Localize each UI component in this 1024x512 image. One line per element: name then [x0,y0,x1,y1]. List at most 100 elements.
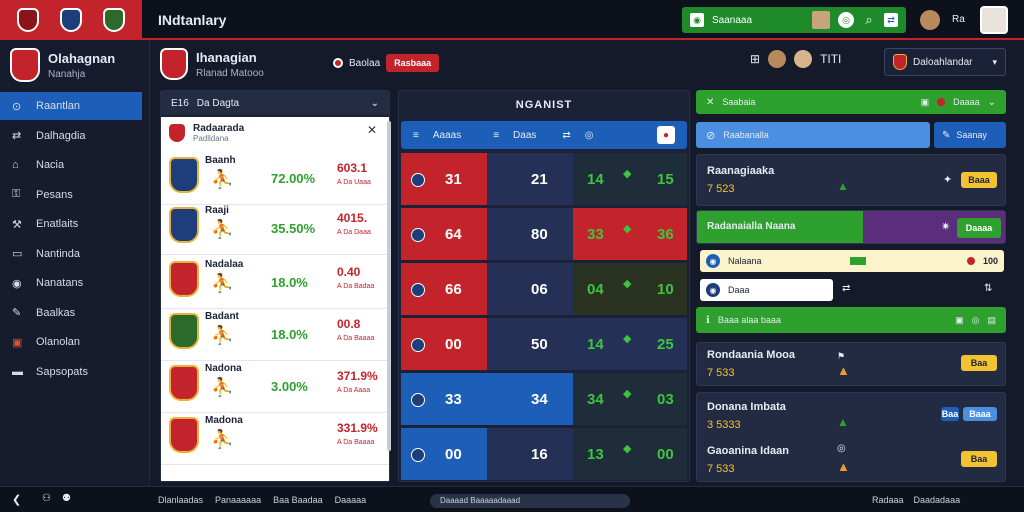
grid-icon[interactable]: ▣ [955,314,964,325]
score-c: 33 [587,226,604,243]
tab-1[interactable]: Aaaas [432,129,462,141]
player-icon[interactable]: ✦ [943,174,953,186]
alert-icon[interactable]: ● [657,126,675,144]
chevron-down-icon[interactable]: ⌄ [987,96,996,108]
card1-button[interactable]: Baaa [961,172,997,188]
scrollbar[interactable] [387,121,391,451]
sidebar-item[interactable]: ▣ Olanolan [0,328,142,356]
record-icon [333,58,343,68]
sidebar-item[interactable]: ⚒ Enatlaits [0,210,142,238]
share-icon[interactable]: ⇄ [884,13,898,27]
share-icon[interactable]: ⇄ [842,283,851,294]
search-icon[interactable]: ⌕ [865,12,873,27]
match-row[interactable]: 66 06 04 ◆ 10 [401,263,691,317]
match-row[interactable]: 00 50 14 ◆ 25 [401,318,691,372]
right-green-header[interactable]: ✕ Saabaia ▣ Daaaa ⌄ [696,90,1006,114]
left-panel-header[interactable]: E16 Da Dagta ⌄ [161,91,389,115]
list-icon[interactable]: ≡ [493,129,500,141]
right-card-3[interactable]: Rondaania Mooa 7 533 ⚑ ▲ Baa [696,342,1006,386]
strip-white[interactable]: ◉ Daaa [700,279,833,301]
grid-icon[interactable]: ▣ [920,96,930,107]
settings-icon[interactable]: ✷ [941,221,951,233]
table-row[interactable]: Raaji ⛹ 35.50% 4015. A Da Daaa [161,199,389,255]
footer-link[interactable]: Dlanlaadas [158,495,204,505]
sidebar-item-label: Baalkas [36,306,76,319]
footer-link[interactable]: Radaaa [872,495,904,505]
profile-block[interactable]: Olahagnan Nanahja [10,48,115,82]
club-crest-icon[interactable] [16,8,39,32]
table-row[interactable]: Nadona ⛹ 3.00% 371.9% A Da Aaaa [161,357,389,413]
footer-link[interactable]: Baa Baadaa [273,495,323,505]
club-crest-icon[interactable] [59,8,82,32]
sidebar-item[interactable]: ⚿ Pesans [0,181,142,209]
row-value: 00.8 [337,317,361,331]
record-icon[interactable]: ◎ [971,314,980,325]
match-row[interactable]: 31 21 14 ◆ 15 [401,153,691,207]
row-sub: A Da Daaa [337,229,371,236]
blue-label: Raabanalla [723,130,769,140]
profile-avatar[interactable] [980,6,1008,34]
close-icon[interactable]: ✕ [706,96,715,108]
score-c: 34 [587,391,604,408]
avatar[interactable] [920,10,940,30]
close-icon[interactable]: ✕ [367,123,378,137]
footer-link[interactable]: Panaaaaaa [215,495,262,505]
share-icon[interactable]: ⇄ [562,129,571,141]
user-icon[interactable]: ⚇ [42,493,51,504]
table-row[interactable]: Badant ⛹ 18.0% 00.8 A Da Baaaa [161,305,389,361]
grid-icon[interactable]: ▤ [987,314,996,325]
avatar[interactable] [768,50,787,68]
sidebar-item[interactable]: ▬ Sapsopats [0,358,142,386]
grid-icon[interactable]: ⊞ [750,52,761,66]
sidebar-item[interactable]: ⌂ Nacia [0,151,142,179]
card2-button[interactable]: Daaaa [957,218,1001,238]
edit-icon: ✎ [942,129,951,141]
rank-up-icon: ▲ [837,415,849,429]
sidebar-item[interactable]: ✎ Baalkas [0,299,142,327]
share-icon: ⇄ [12,130,22,142]
card5-button[interactable]: Baa [961,451,997,467]
filter-dropdown[interactable]: Daloahlandar ▾ [884,48,1006,76]
footer-search[interactable]: Daaaad Baaaaadaaad [430,494,630,508]
header-search-bar[interactable]: ◉ Saanaaa ◎ ⌕ ⇄ [682,7,906,33]
team-crest-icon [411,228,425,242]
footer-link[interactable]: Daaaaa [334,495,367,505]
blue-action-button[interactable]: ✎ Saanay [934,122,1006,148]
footer-link[interactable]: Daadadaaa [913,495,961,505]
table-row[interactable]: Baanh ⛹ 72.00% 603.1 A Da Uaaa [161,149,389,205]
score-b: 80 [531,226,548,243]
avatar[interactable] [794,50,813,68]
match-row[interactable]: 64 80 33 ◆ 36 [401,208,691,262]
table-row[interactable]: Madona ⛹ 331.9% A Da Baaaa [161,409,389,465]
chevron-down-icon[interactable]: ⌄ [370,97,379,109]
club-crest-icon[interactable] [103,8,126,32]
app-title: INdtanlary [158,12,227,28]
sidebar-item[interactable]: ⇄ Dalhagdia [0,122,142,150]
people-icon[interactable]: ⚉ [62,493,71,504]
avatar[interactable] [812,11,830,29]
tab-2[interactable]: Daas [513,129,537,141]
strip-yellow[interactable]: ◉ Nalaana 100 [700,250,1004,272]
table-row[interactable]: Nadalaa ⛹ 18.0% 0.40 A Da Badaa [161,253,389,309]
match-row[interactable]: 33 34 34 ◆ 03 [401,373,691,427]
match-row[interactable]: 00 16 13 ◆ 00 [401,428,691,482]
right-card-4[interactable]: Donana Imbata 3 5333 ▲ Baa Baaa Gaoanina… [696,392,1006,482]
right-card-2[interactable]: Radanaialla Naana ✷ Daaaa [696,210,1006,244]
card4-button[interactable]: Baaa [963,407,997,421]
card3-button[interactable]: Baa [961,355,997,371]
right-card-1[interactable]: Raanagiaaka 7 523 ▲ ✦ Baaa [696,154,1006,206]
chevron-left-icon[interactable]: ❮ [12,494,22,506]
sidebar-item[interactable]: ◉ Nanatans [0,269,142,297]
card4-tag[interactable]: Baa [941,407,959,421]
swap-icon[interactable]: ⇅ [984,283,993,294]
sidebar-item-label: Raantlan [36,100,81,112]
list-icon[interactable]: ≡ [413,129,419,141]
status-badge[interactable]: Rasbaaa [386,54,440,72]
sidebar-item[interactable]: ▭ Nantinda [0,240,142,268]
score-a: 31 [445,171,462,188]
settings-icon[interactable]: ◎ [584,129,594,141]
right-blue-bar[interactable]: ⊘ Raabanalla [696,122,930,148]
settings-icon[interactable]: ◎ [838,12,854,28]
strip-green[interactable]: ℹ Baaa alaa baaa ▣ ◎ ▤ [696,307,1006,333]
sidebar-item[interactable]: ⊙ Raantlan [0,92,142,120]
